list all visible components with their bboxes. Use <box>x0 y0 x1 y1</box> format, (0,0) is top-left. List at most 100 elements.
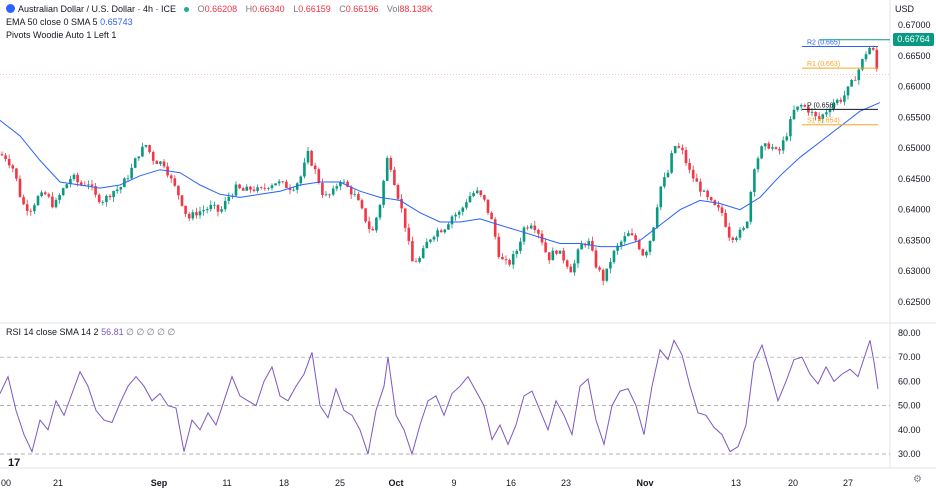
market-status-icon <box>184 7 190 13</box>
candle-body <box>40 192 43 197</box>
candle-body <box>299 176 303 184</box>
pivot-label-r2: R2 (0.665) <box>807 40 840 47</box>
candle-body <box>180 195 184 206</box>
price-tick-label: 0.63000 <box>898 266 931 276</box>
candle-body <box>598 267 601 270</box>
candle-body <box>454 214 457 217</box>
candle-body <box>555 250 558 254</box>
volume-value: 88.138K <box>399 4 433 14</box>
price-tick-label: 0.64000 <box>898 205 931 215</box>
candle-body <box>274 183 277 186</box>
candle-body <box>630 233 634 236</box>
candle-body <box>155 160 159 164</box>
candle-body <box>108 195 112 198</box>
candle-body <box>796 106 799 110</box>
candle-body <box>375 217 378 231</box>
currency-label[interactable]: USD <box>894 4 914 14</box>
candle-body <box>205 209 209 211</box>
candle-body <box>511 254 515 265</box>
candle-body <box>184 205 187 214</box>
candle-body <box>29 210 33 212</box>
candle-body <box>821 114 825 119</box>
candle-body <box>461 207 465 212</box>
rsi-legend[interactable]: RSI 14 close SMA 14 2 56.81 ∅ ∅ ∅ ∅ ∅ <box>6 327 176 337</box>
candle-body <box>328 194 331 196</box>
low-key: L <box>293 4 299 14</box>
candle-body <box>353 194 357 195</box>
candle-body <box>198 211 202 216</box>
candle-body <box>11 165 15 169</box>
time-tick-label: Oct <box>388 478 403 488</box>
candle-body <box>803 105 807 107</box>
candle-body <box>303 162 306 177</box>
candle-body <box>360 200 364 209</box>
time-tick-label: 20 <box>788 478 798 488</box>
candle-body <box>681 147 684 151</box>
candle-body <box>432 236 436 240</box>
pivots-legend[interactable]: Pivots Woodie Auto 1 Left 1 <box>6 29 116 41</box>
candle-body <box>295 183 299 190</box>
candle-body <box>367 221 371 229</box>
symbol-title[interactable]: Australian Dollar / U.S. Dollar · 4h · I… <box>18 4 177 14</box>
candle-body <box>335 186 339 189</box>
candle-body <box>547 252 551 261</box>
candle-body <box>15 168 18 179</box>
candle-body <box>868 47 871 55</box>
candle-body <box>450 216 454 225</box>
candle-body <box>4 155 7 160</box>
settings-gear-icon[interactable]: ⚙ <box>913 474 922 485</box>
candle-body <box>457 211 461 215</box>
candle-body <box>825 112 828 115</box>
candle-body <box>706 190 709 198</box>
candle-body <box>573 263 576 273</box>
candle-body <box>850 79 853 87</box>
candle-body <box>389 158 393 170</box>
candle-body <box>18 178 22 198</box>
candle-body <box>227 196 231 201</box>
candle-body <box>479 190 483 196</box>
candle-body <box>349 186 353 195</box>
candle-body <box>627 233 630 237</box>
candle-body <box>465 202 468 208</box>
candle-body <box>313 165 317 170</box>
candle-body <box>151 152 155 161</box>
candle-body <box>148 145 151 153</box>
tradingview-logo-icon[interactable]: 17 <box>8 457 21 469</box>
candle-body <box>490 212 493 220</box>
candle-body <box>51 196 54 208</box>
time-tick-label: 18 <box>279 478 289 488</box>
candle-body <box>443 229 447 233</box>
candle-body <box>425 241 429 249</box>
candle-body <box>576 249 580 264</box>
candle-body <box>537 229 540 234</box>
candle-body <box>519 241 522 251</box>
candle-body <box>371 228 375 231</box>
candle-body <box>195 212 198 216</box>
time-tick-label: 13 <box>731 478 741 488</box>
time-tick-label: Sep <box>151 478 168 488</box>
candle-body <box>871 47 875 50</box>
candle-body <box>501 256 504 260</box>
candle-body <box>601 269 605 281</box>
candle-body <box>645 251 648 256</box>
candle-body <box>472 193 475 197</box>
ema-legend[interactable]: EMA 50 close 0 SMA 5 0.65743 <box>6 16 133 28</box>
candle-body <box>342 181 346 183</box>
candle-body <box>558 250 562 254</box>
pivots-label: Pivots Woodie Auto 1 Left 1 <box>6 30 117 40</box>
time-tick-label: 9 <box>451 478 456 488</box>
candle-body <box>216 204 220 212</box>
candle-body <box>832 103 835 110</box>
candle-body <box>36 196 40 206</box>
candle-body <box>378 204 382 218</box>
pivot-label-p: P (0.656) <box>807 102 836 109</box>
candle-body <box>688 163 691 170</box>
candle-body <box>659 186 663 208</box>
candle-body <box>407 227 411 242</box>
candle-body <box>861 59 864 70</box>
rsi-tick-label: 30.00 <box>898 449 921 459</box>
time-tick-label: Nov <box>636 478 653 488</box>
candle-body <box>835 99 839 104</box>
price-tick-label: 0.67000 <box>898 20 931 30</box>
pivot-label-r1: R1 (0.663) <box>807 61 840 68</box>
